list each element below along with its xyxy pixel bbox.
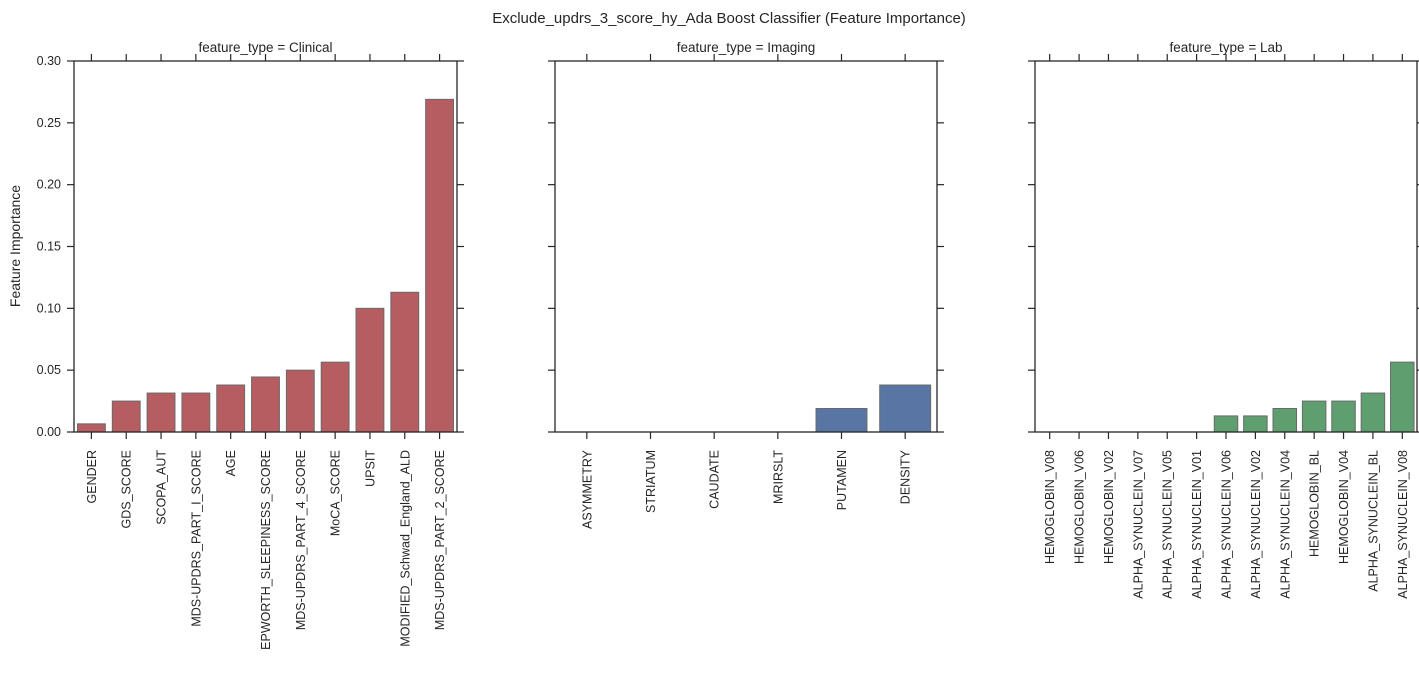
x-tick-label: GENDER [85, 450, 99, 503]
x-tick-label: MDS-UPDRS_PART_4_SCORE [294, 450, 308, 630]
bar [251, 376, 280, 433]
panel-title: feature_type = Clinical [199, 40, 333, 55]
bar [425, 98, 455, 433]
panel-1: 0.00 0.05 0.10 0.15 0.20 0.25 0.30 GENDER GDS_SC… [37, 40, 464, 650]
panel-title: feature_type = Imaging [677, 40, 815, 55]
bar [879, 384, 932, 433]
bar [1272, 408, 1298, 433]
bar [216, 384, 246, 433]
x-tick-label: ALPHA_SYNUCLEIN_V07 [1131, 450, 1145, 599]
bar [1243, 415, 1268, 433]
x-tick-label: AGE [224, 450, 238, 476]
panel-2: ASYMMETRY STRIATUM CAUDATE MRIRSLT PUTAMEN DE… [548, 40, 944, 529]
x-tick-label: ASYMMETRY [580, 449, 594, 529]
figure-title: Exclude_updrs_3_score_hy_Ada Boost Class… [492, 10, 966, 27]
x-tick-label: DENSITY [899, 449, 913, 504]
x-tick-label: ALPHA_SYNUCLEIN_V06 [1220, 450, 1234, 599]
x-tick-label: MoCA_SCORE [329, 450, 343, 536]
panel-title: feature_type = Lab [1170, 40, 1283, 55]
x-tick-label: ALPHA_SYNUCLEIN_V05 [1161, 450, 1175, 599]
bar [390, 291, 420, 433]
x-tick-label: UPSIT [363, 450, 377, 487]
bar [111, 400, 141, 433]
x-tick-label: HEMOGLOBIN_BL [1308, 450, 1322, 557]
bar [1390, 361, 1415, 433]
y-tick-label: 0.15 [37, 240, 61, 254]
x-tick-label: ALPHA_SYNUCLEIN_V04 [1278, 450, 1292, 599]
bar [1360, 392, 1386, 433]
x-tick-label: HEMOGLOBIN_V06 [1073, 450, 1087, 564]
bar [76, 423, 106, 433]
x-tick-label: PUTAMEN [835, 450, 849, 510]
x-tick-label: HEMOGLOBIN_V04 [1337, 450, 1351, 564]
x-tick-label: HEMOGLOBIN_V08 [1043, 450, 1057, 564]
y-tick-label: 0.20 [37, 178, 61, 192]
bar [146, 392, 176, 433]
x-tick-label: GDS_SCORE [120, 450, 134, 529]
x-tick-label: SCOPA_AUT [155, 450, 169, 525]
x-tick-label: EPWORTH_SLEEPINESS_SCORE [259, 450, 273, 650]
bar [1331, 400, 1356, 433]
x-tick-label: MRIRSLT [771, 450, 785, 504]
x-tick-label: ALPHA_SYNUCLEIN_V01 [1190, 450, 1204, 599]
x-tick-label: CAUDATE [708, 450, 722, 509]
axes-frame [554, 60, 938, 433]
x-tick-label: MDS-UPDRS_PART_I_SCORE [189, 450, 203, 627]
bar [320, 361, 350, 433]
x-tick-label: MODIFIED_Schwad_England_ALD [398, 450, 412, 647]
panel-3: HEMOGLOBIN_V08 HEMOGLOBIN_V06 HEMOGLOBIN_V… [1028, 40, 1419, 599]
bar [181, 392, 211, 433]
panels: 0.00 0.05 0.10 0.15 0.20 0.25 0.30 GENDER GDS_SC… [37, 40, 1419, 650]
x-tick-label: STRIATUM [644, 450, 658, 513]
bar [355, 307, 385, 433]
bar [815, 408, 868, 433]
x-tick-label: ALPHA_SYNUCLEIN_BL [1366, 450, 1380, 592]
bar [285, 369, 315, 433]
y-tick-label: 0.25 [37, 116, 61, 130]
y-tick-label: 0.10 [37, 301, 61, 315]
axes-frame [1034, 60, 1418, 433]
y-axis-label: Feature Importance [7, 185, 23, 307]
y-tick-label: 0.05 [37, 363, 61, 377]
x-tick-label: ALPHA_SYNUCLEIN_V02 [1249, 450, 1263, 599]
bar [1213, 415, 1239, 433]
y-tick-label: 0.00 [37, 425, 61, 439]
x-tick-label: MDS-UPDRS_PART_2_SCORE [433, 450, 447, 630]
x-tick-label: HEMOGLOBIN_V02 [1102, 450, 1116, 564]
y-tick-label: 0.30 [37, 54, 61, 68]
x-tick-label: ALPHA_SYNUCLEIN_V08 [1396, 450, 1410, 599]
bar [1301, 400, 1327, 433]
